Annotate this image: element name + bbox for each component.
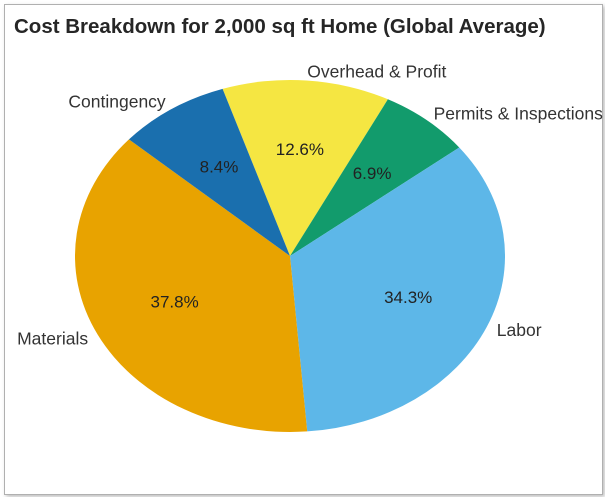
svg-text:Contingency: Contingency xyxy=(68,92,166,112)
svg-text:6.9%: 6.9% xyxy=(353,164,392,183)
svg-text:Labor: Labor xyxy=(497,320,542,340)
svg-text:Permits & Inspections: Permits & Inspections xyxy=(434,103,603,123)
svg-text:Overhead & Profit: Overhead & Profit xyxy=(307,62,446,82)
svg-text:Materials: Materials xyxy=(17,329,88,349)
svg-text:8.4%: 8.4% xyxy=(200,157,239,176)
svg-text:34.3%: 34.3% xyxy=(384,288,432,307)
svg-text:12.6%: 12.6% xyxy=(276,140,324,159)
svg-text:37.8%: 37.8% xyxy=(150,293,198,312)
